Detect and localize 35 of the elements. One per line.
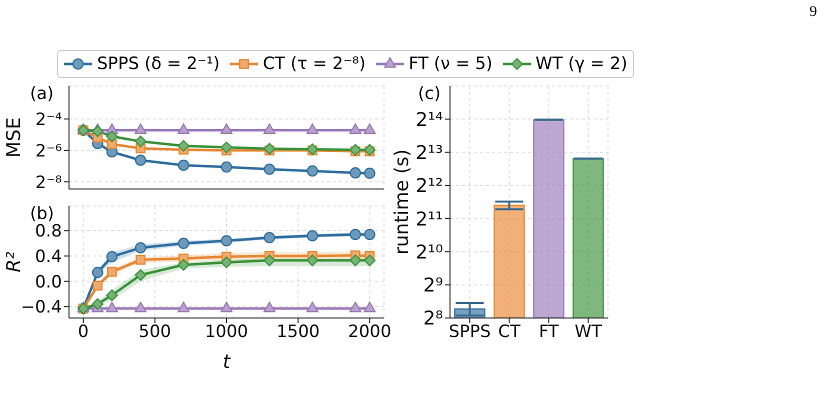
x-axis-title: t xyxy=(222,351,232,373)
x-tick-label: WT xyxy=(574,322,602,342)
y-axis-title: MSE xyxy=(3,117,25,158)
legend-label: WT (γ = 2) xyxy=(536,54,628,74)
legend-label: CT (τ = 2⁻⁸) xyxy=(262,54,366,74)
x-tick-label: FT xyxy=(538,322,560,342)
y-tick-label: 2⁻⁸ xyxy=(35,172,62,193)
y-tick-label: 2⁻⁴ xyxy=(35,110,62,130)
text: (a) xyxy=(30,84,54,104)
text: 9 xyxy=(810,4,817,21)
text: (c) xyxy=(418,84,441,104)
y-tick-label: 2¹¹ xyxy=(416,208,443,230)
legend-label: FT (ν = 5) xyxy=(408,54,493,74)
x-tick-label: 1500 xyxy=(276,322,320,342)
x-tick-label: 2000 xyxy=(348,322,392,342)
y-tick-label: 0.4 xyxy=(34,247,62,268)
y-tick-label: 2¹² xyxy=(416,175,443,198)
y-axis-title: R² xyxy=(3,251,25,272)
y-tick-label: 2⁸ xyxy=(423,308,443,330)
y-tick-label: 2⁹ xyxy=(423,274,443,297)
x-tick-label: 500 xyxy=(138,322,172,342)
y-tick-label: −0.4 xyxy=(20,298,62,318)
y-tick-label: 2¹⁰ xyxy=(416,241,443,264)
text: (b) xyxy=(30,204,54,224)
x-tick-label: CT xyxy=(498,322,521,342)
y-tick-label: 2¹³ xyxy=(416,142,443,164)
x-tick-label: SPPS xyxy=(448,322,491,342)
legend-label: SPPS (δ = 2⁻¹) xyxy=(97,54,220,74)
y-axis-title: runtime (s) xyxy=(391,149,413,255)
x-tick-label: 1000 xyxy=(204,322,248,342)
x-tick-label: 0 xyxy=(78,322,89,342)
y-tick-label: 2¹⁴ xyxy=(416,108,444,131)
y-tick-label: 2⁻⁶ xyxy=(35,141,62,162)
y-tick-label: 0.0 xyxy=(34,272,62,292)
y-tick-label: 0.8 xyxy=(34,222,62,242)
